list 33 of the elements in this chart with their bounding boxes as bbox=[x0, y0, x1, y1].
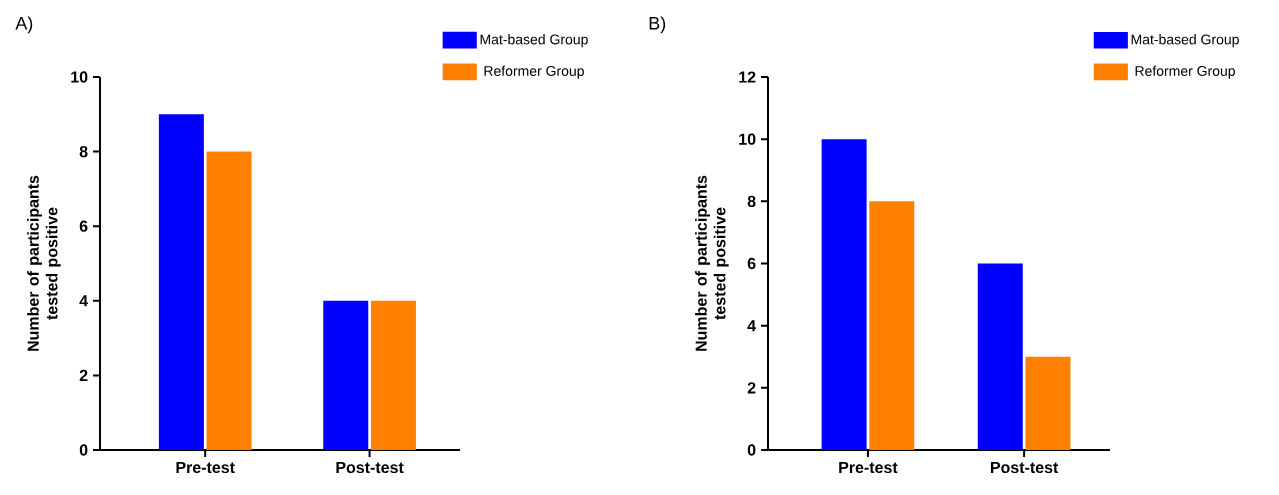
y-tick-label: 4 bbox=[747, 320, 756, 332]
bar bbox=[158, 114, 204, 450]
bar bbox=[977, 263, 1023, 450]
legend-label: Mat-based Group bbox=[1131, 34, 1239, 48]
x-tick-label: Post-test bbox=[990, 461, 1059, 474]
y-tick-label: 8 bbox=[79, 145, 88, 158]
bar bbox=[1025, 356, 1071, 450]
chart-title: A) bbox=[15, 16, 33, 34]
x-tick-label: Pre-test bbox=[176, 461, 235, 474]
y-tick-label: 2 bbox=[79, 369, 88, 381]
x-tick-label: Post-test bbox=[336, 461, 404, 474]
y-tick-label: 8 bbox=[747, 195, 756, 207]
y-tick-label: 10 bbox=[71, 71, 88, 83]
y-axis-title: Number of participants tested positive bbox=[27, 175, 61, 351]
y-axis-title: Number of participants tested positive bbox=[695, 175, 729, 351]
y-tick-label: 10 bbox=[739, 133, 756, 145]
legend-label: Mat-based Group bbox=[480, 34, 588, 48]
bar bbox=[323, 300, 369, 450]
y-tick-label: 2 bbox=[747, 382, 756, 394]
bar bbox=[821, 139, 867, 450]
y-tick-label: 6 bbox=[79, 220, 88, 232]
x-tick-label: Pre-test bbox=[839, 461, 898, 474]
bar bbox=[206, 151, 252, 450]
bar bbox=[370, 300, 416, 450]
legend-label: Reformer Group bbox=[484, 65, 584, 79]
legend-label: Reformer Group bbox=[1135, 65, 1235, 79]
bar bbox=[869, 201, 915, 450]
y-tick-label: 12 bbox=[739, 71, 756, 83]
y-tick-label: 0 bbox=[747, 444, 756, 456]
chart-title: B) bbox=[649, 16, 666, 34]
y-tick-label: 4 bbox=[79, 295, 88, 307]
y-tick-label: 6 bbox=[747, 257, 756, 270]
y-tick-label: 0 bbox=[79, 444, 88, 456]
